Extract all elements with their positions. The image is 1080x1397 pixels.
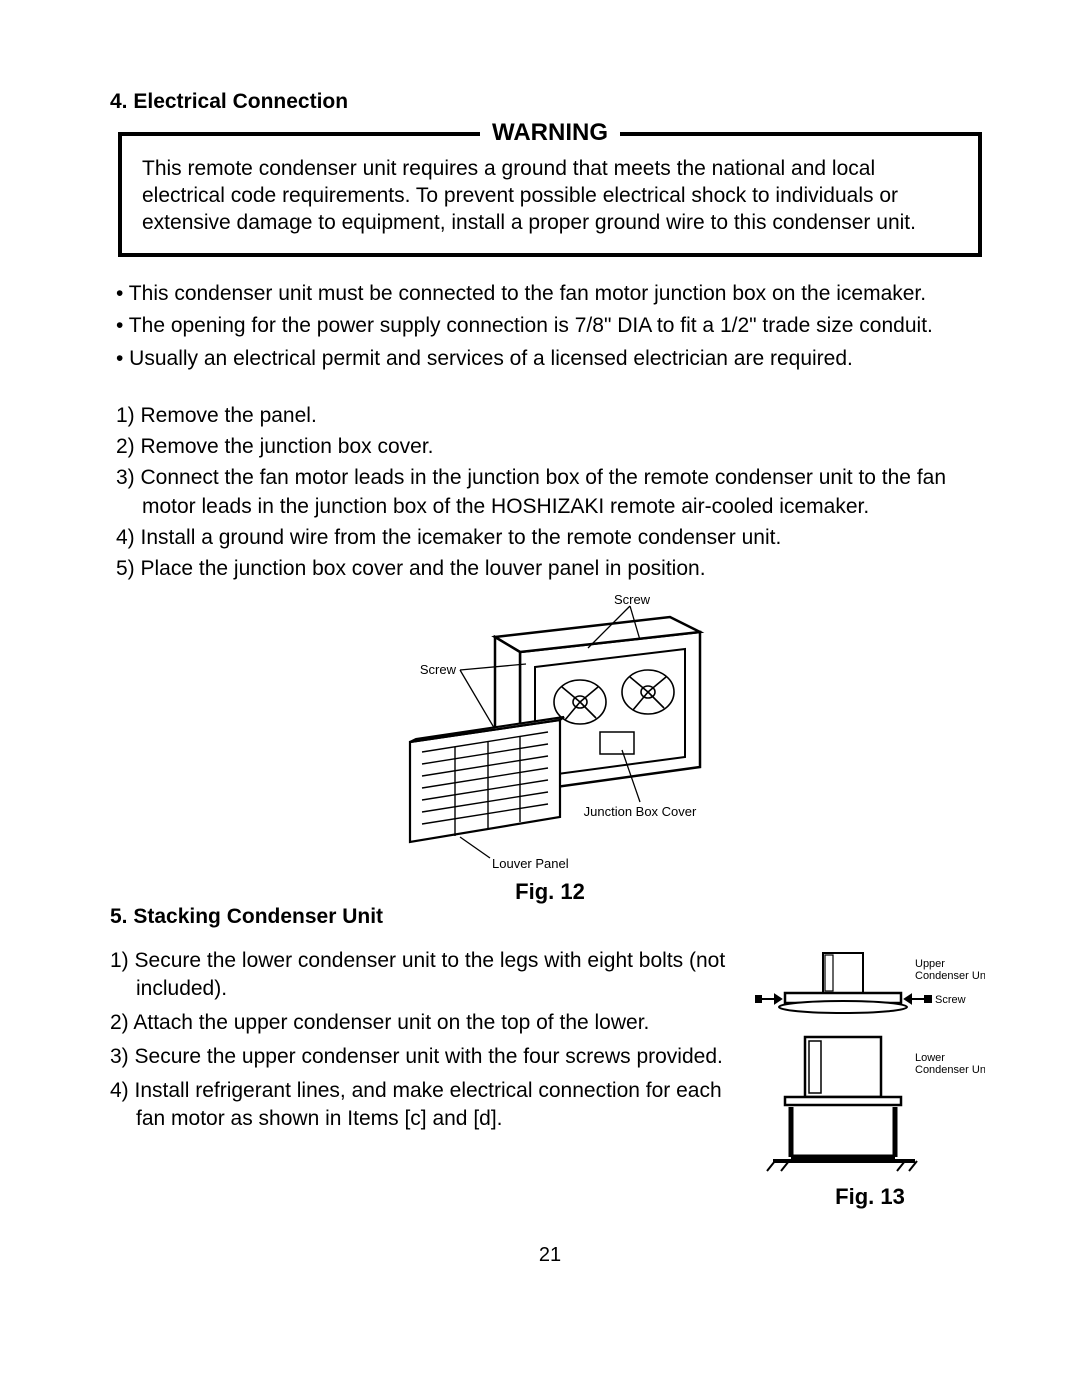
label-junction: Junction Box Cover [584,804,697,819]
label-lower-2: Condenser Unit [915,1064,985,1076]
step-item: 3) Secure the upper condenser unit with … [110,1043,732,1071]
figure-13-svg: Upper Condenser Unit Screw [755,947,985,1177]
section5-steps: 1) Secure the lower condenser unit to th… [110,947,732,1134]
warning-title: WARNING [480,119,620,147]
step-list: 1) Remove the panel. 2) Remove the junct… [116,402,990,584]
warning-box: WARNING This remote condenser unit requi… [118,132,982,257]
warning-body: This remote condenser unit requires a gr… [142,156,958,237]
label-screw: Screw [935,994,966,1006]
bullet-item: • The opening for the power supply conne… [116,311,990,341]
label-screw-top: Screw [614,592,651,607]
bullet-item: • Usually an electrical permit and servi… [116,344,990,374]
figure-12: Screw Screw Junction Box Cover [110,592,990,905]
page-number: 21 [110,1244,990,1267]
label-screw-left: Screw [420,662,457,677]
step-item: 4) Install a ground wire from the icemak… [116,524,990,553]
step-item: 1) Secure the lower condenser unit to th… [110,947,732,1003]
figure-12-caption: Fig. 12 [110,879,990,905]
figure-12-svg: Screw Screw Junction Box Cover [340,592,760,872]
figure-13: Upper Condenser Unit Screw [750,947,990,1210]
bullet-list: • This condenser unit must be connected … [116,279,990,374]
step-item: 5) Place the junction box cover and the … [116,555,990,584]
label-upper-1: Upper [915,958,945,970]
step-item: 1) Remove the panel. [116,402,990,431]
step-item: 3) Connect the fan motor leads in the ju… [116,464,990,522]
section5-heading: 5. Stacking Condenser Unit [110,905,990,929]
label-louver: Louver Panel [492,856,569,871]
figure-13-caption: Fig. 13 [750,1184,990,1210]
step-item: 2) Attach the upper condenser unit on th… [110,1009,732,1037]
section5-row: 1) Secure the lower condenser unit to th… [110,947,990,1210]
step-item: 2) Remove the junction box cover. [116,433,990,462]
label-upper-2: Condenser Unit [915,970,985,982]
bullet-item: • This condenser unit must be connected … [116,279,990,309]
section4-heading: 4. Electrical Connection [110,90,990,114]
label-lower-1: Lower [915,1052,945,1064]
step-item: 4) Install refrigerant lines, and make e… [110,1077,732,1133]
manual-page: 4. Electrical Connection WARNING This re… [0,0,1080,1307]
